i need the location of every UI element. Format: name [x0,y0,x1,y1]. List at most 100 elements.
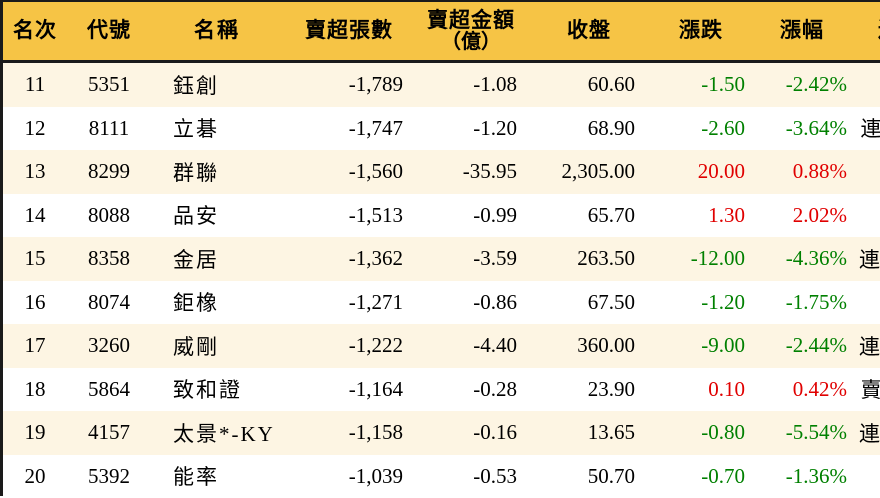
cell-amount: -1.20 [415,107,527,151]
cell-change: -1.50 [651,62,751,107]
column-header-amount-unit: （億） [421,32,521,52]
cell-code: 3260 [67,324,151,368]
cell-amount: -0.28 [415,368,527,412]
cell-code: 8088 [67,194,151,238]
cell-rank: 12 [3,107,67,151]
cell-close: 13.65 [527,411,651,455]
cell-change: -0.70 [651,455,751,498]
cell-pct: 0.88% [751,150,853,194]
cell-amount: -4.40 [415,324,527,368]
cell-close: 50.70 [527,455,651,498]
cell-days: 買 → 賣 [853,194,880,238]
cell-close: 360.00 [527,324,651,368]
cell-pct: -1.36% [751,455,853,498]
cell-pct: -2.44% [751,324,853,368]
cell-code: 5392 [67,455,151,498]
cell-pct: 2.02% [751,194,853,238]
cell-change: 0.10 [651,368,751,412]
cell-close: 263.50 [527,237,651,281]
cell-amount: -3.59 [415,237,527,281]
cell-rank: 18 [3,368,67,412]
column-header-amount: 賣超金額 （億） [415,2,527,62]
cell-name: 金居 [151,237,283,281]
cell-lots: -1,164 [283,368,415,412]
table-header-row: 名次 代號 名稱 賣超張數 賣超金額 （億） 收盤 漲跌 漲幅 連賣天數 [3,2,880,62]
cell-days: 賣 → 連 7 買 [853,368,880,412]
table-header: 名次 代號 名稱 賣超張數 賣超金額 （億） 收盤 漲跌 漲幅 連賣天數 [3,2,880,62]
cell-days: 連 2 買 → 連 3 賣 [853,324,880,368]
cell-rank: 19 [3,411,67,455]
cell-pct: -2.42% [751,62,853,107]
cell-rank: 14 [3,194,67,238]
cell-code: 8358 [67,237,151,281]
cell-lots: -1,747 [283,107,415,151]
cell-lots: -1,789 [283,62,415,107]
column-header-change: 漲跌 [651,2,751,62]
column-header-name: 名稱 [151,2,283,62]
cell-rank: 16 [3,281,67,325]
cell-pct: -1.75% [751,281,853,325]
cell-change: -1.20 [651,281,751,325]
sell-ranking-table: 名次 代號 名稱 賣超張數 賣超金額 （億） 收盤 漲跌 漲幅 連賣天數 115… [3,2,880,498]
cell-rank: 17 [3,324,67,368]
cell-lots: -1,560 [283,150,415,194]
cell-lots: -1,222 [283,324,415,368]
cell-close: 2,305.00 [527,150,651,194]
cell-name: 立碁 [151,107,283,151]
cell-close: 68.90 [527,107,651,151]
cell-days: 買 → 賣 [853,455,880,498]
cell-days: 連 10 買 → 賣 [853,237,880,281]
cell-name: 威剛 [151,324,283,368]
cell-amount: -0.86 [415,281,527,325]
cell-lots: -1,513 [283,194,415,238]
cell-name: 能率 [151,455,283,498]
cell-change: -0.80 [651,411,751,455]
cell-code: 8074 [67,281,151,325]
cell-close: 65.70 [527,194,651,238]
cell-lots: -1,362 [283,237,415,281]
cell-close: 67.50 [527,281,651,325]
cell-name: 鈺創 [151,62,283,107]
column-header-code: 代號 [67,2,151,62]
cell-name: 太景*-KY [151,411,283,455]
cell-change: 20.00 [651,150,751,194]
cell-amount: -0.99 [415,194,527,238]
table-row[interactable]: 138299群聯-1,560-35.952,305.0020.000.88%賣 … [3,150,880,194]
cell-change: -12.00 [651,237,751,281]
cell-pct: -3.64% [751,107,853,151]
cell-lots: -1,271 [283,281,415,325]
cell-close: 60.60 [527,62,651,107]
column-header-lots: 賣超張數 [283,2,415,62]
cell-pct: -5.54% [751,411,853,455]
cell-pct: -4.36% [751,237,853,281]
column-header-pct: 漲幅 [751,2,853,62]
cell-code: 4157 [67,411,151,455]
cell-name: 致和證 [151,368,283,412]
cell-name: 群聯 [151,150,283,194]
cell-code: 5864 [67,368,151,412]
cell-days: 賣 → 買 [853,150,880,194]
column-header-close: 收盤 [527,2,651,62]
cell-rank: 13 [3,150,67,194]
cell-change: -9.00 [651,324,751,368]
cell-code: 8111 [67,107,151,151]
cell-pct: 0.42% [751,368,853,412]
cell-amount: -0.16 [415,411,527,455]
column-header-days: 連賣天數 [853,2,880,62]
cell-change: -2.60 [651,107,751,151]
cell-name: 品安 [151,194,283,238]
cell-close: 23.90 [527,368,651,412]
cell-rank: 15 [3,237,67,281]
cell-lots: -1,158 [283,411,415,455]
